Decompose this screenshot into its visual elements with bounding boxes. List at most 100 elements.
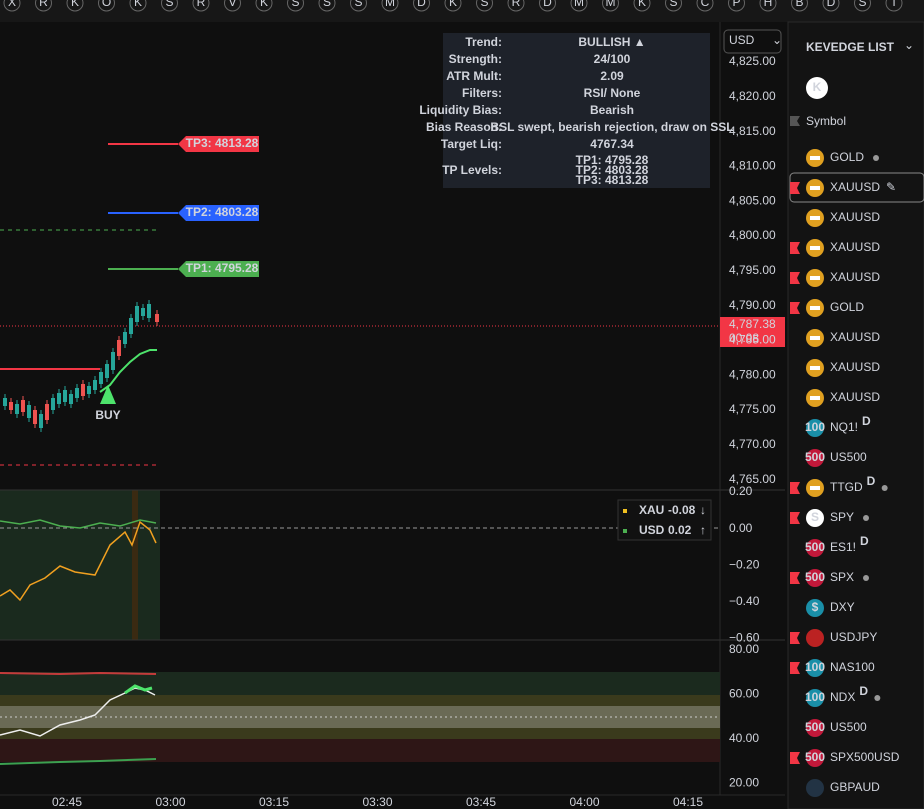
symbol[interactable]: XAUUSD (830, 360, 880, 374)
usd-line (0, 519, 157, 529)
legend-swatch (623, 509, 627, 513)
symbol[interactable]: XAUUSD (830, 270, 880, 284)
price-tick: 4,815.00 (729, 124, 776, 138)
price-tick: 4,765.00 (729, 472, 776, 486)
top-button[interactable] (602, 0, 619, 12)
top-button[interactable] (192, 0, 210, 12)
gold-bar (810, 186, 820, 190)
info-label: TP Levels: (442, 163, 502, 177)
edit-icon: ✎ (886, 180, 896, 194)
status-dot (873, 155, 880, 161)
top-button[interactable] (255, 0, 273, 12)
row-flag (790, 512, 800, 524)
candle (27, 405, 31, 418)
icon-text: 500 (805, 720, 825, 734)
top-button[interactable] (570, 0, 588, 12)
symbol[interactable]: NDX (830, 690, 855, 704)
info-value: BULLISH ▲ (578, 35, 645, 49)
top-button[interactable] (507, 0, 525, 12)
symbol[interactable]: NQ1! (830, 420, 858, 434)
symbol[interactable]: DXY (830, 600, 855, 614)
symbol[interactable]: TTGD (830, 480, 863, 494)
top-button[interactable] (476, 0, 493, 12)
symbol[interactable]: XAUUSD (830, 390, 880, 404)
info-panel (443, 33, 710, 188)
icon-text: $ (812, 600, 819, 614)
top-button[interactable] (728, 0, 745, 12)
symbol[interactable]: US500 (830, 720, 867, 734)
top-letter: D (417, 0, 426, 9)
top-button[interactable] (318, 0, 336, 12)
top-button[interactable] (35, 0, 52, 12)
symbol[interactable]: SPX500USD (830, 750, 900, 764)
icon-text: 500 (805, 570, 825, 584)
symbol[interactable]: XAUUSD (830, 180, 880, 194)
time-tick: 04:00 (569, 795, 599, 809)
gold-bar (810, 306, 820, 310)
symbol-header: Symbol (806, 114, 846, 128)
top-button[interactable] (3, 0, 21, 12)
price-tick: 4,780.00 (729, 367, 776, 381)
chevron: ⌄ (904, 38, 914, 52)
price-tick: 4,775.00 (729, 402, 776, 416)
top-button[interactable] (633, 0, 651, 12)
symbol[interactable]: XAUUSD (830, 330, 880, 344)
symbol[interactable]: GOLD (830, 150, 864, 164)
symbol[interactable]: XAUUSD (830, 210, 880, 224)
info-value: BSL swept, bearish rejection, draw on SS… (490, 120, 733, 134)
row-flag (790, 662, 800, 674)
pane3-tick: 60.00 (729, 687, 759, 701)
symbol[interactable]: SPX (830, 570, 854, 584)
watchlist-title[interactable]: KEVEDGE LIST (806, 40, 895, 54)
top-button[interactable] (822, 0, 840, 12)
status-dot (863, 575, 870, 581)
top-letter: P (732, 0, 740, 9)
symbol[interactable]: XAUUSD (830, 240, 880, 254)
top-button[interactable] (885, 0, 903, 12)
info-value: RSI/ None (584, 86, 641, 100)
symbol[interactable]: GBPAUD (830, 780, 880, 794)
time-tick: 03:15 (259, 795, 289, 809)
symbol[interactable]: SPY (830, 510, 854, 524)
top-button[interactable] (161, 0, 178, 12)
symbol[interactable]: US500 (830, 450, 867, 464)
top-button[interactable] (854, 0, 871, 12)
top-letter: K (449, 0, 457, 9)
symbol[interactable]: USDJPY (830, 630, 877, 644)
top-button[interactable] (539, 0, 556, 12)
candle (51, 398, 55, 410)
top-button[interactable] (287, 0, 304, 12)
tp-tag (178, 261, 259, 277)
header-flag (790, 116, 800, 126)
top-button[interactable] (696, 0, 714, 12)
avatar[interactable] (806, 77, 828, 99)
candle (63, 390, 67, 402)
currency[interactable]: USD (729, 33, 755, 47)
top-button[interactable] (224, 0, 241, 12)
top-button[interactable] (413, 0, 430, 12)
top-button[interactable] (66, 0, 84, 12)
symbol[interactable]: NAS100 (830, 660, 875, 674)
top-button[interactable] (381, 0, 399, 12)
symbol[interactable]: GOLD (830, 300, 864, 314)
top-button[interactable] (444, 0, 462, 12)
info-label: Liquidity Bias: (419, 103, 502, 117)
top-button[interactable] (665, 0, 682, 12)
symbol[interactable]: ES1! (830, 540, 856, 554)
icon-text: 100 (805, 660, 825, 674)
chevron: ⌄ (772, 33, 782, 47)
symbol-icon (806, 419, 824, 437)
info-label: Target Liq: (441, 137, 502, 151)
candle (155, 314, 159, 322)
tp-tag (178, 136, 259, 152)
currency-select[interactable] (723, 29, 782, 54)
top-button[interactable] (791, 0, 808, 12)
top-button[interactable] (350, 0, 367, 12)
price-tick: 4,795.00 (729, 263, 776, 277)
top-button[interactable] (98, 0, 115, 12)
top-button[interactable] (759, 0, 777, 12)
top-button[interactable] (129, 0, 147, 12)
top-letter: C (701, 0, 710, 9)
candle (99, 372, 103, 384)
